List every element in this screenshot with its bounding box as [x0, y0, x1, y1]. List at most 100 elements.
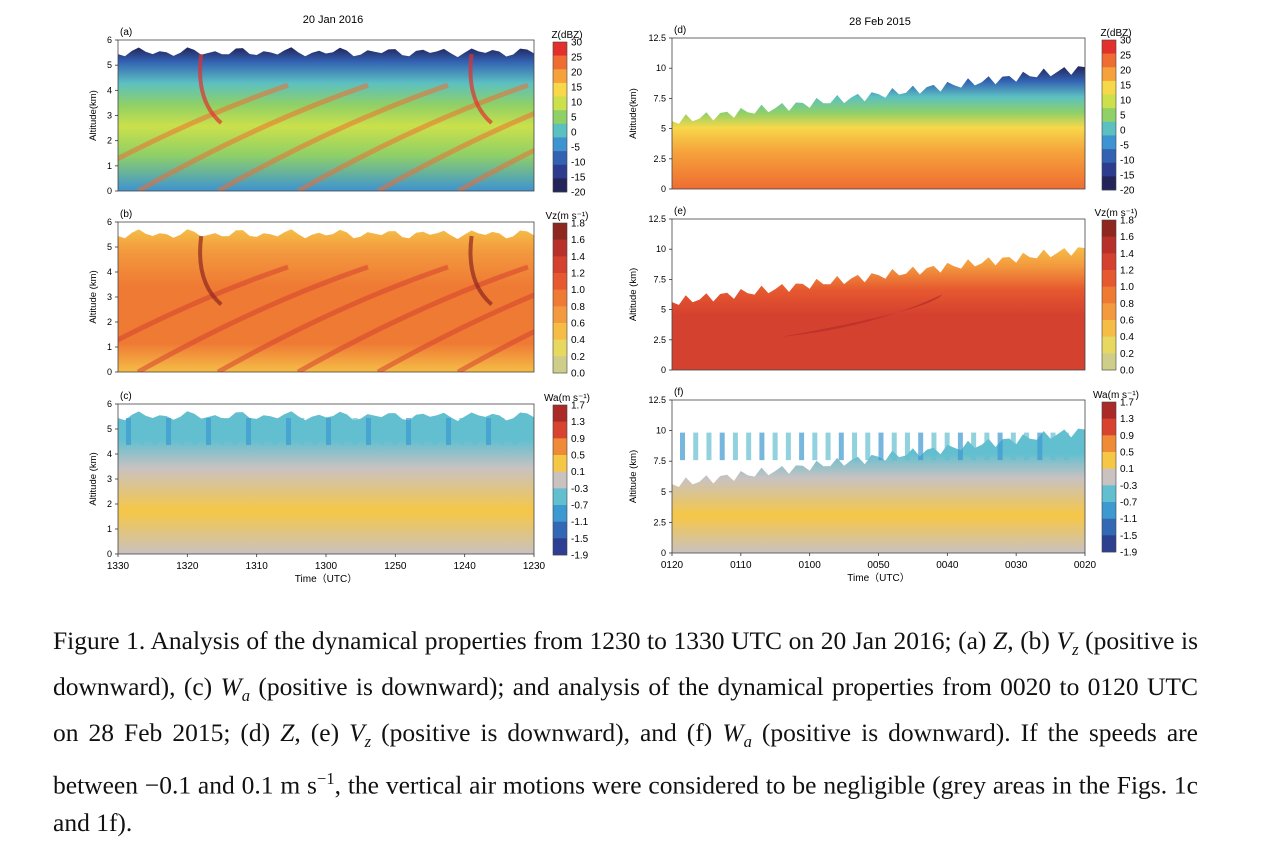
colorbar-label-b: 1.6 — [571, 235, 585, 246]
y-tick-label-c: 2 — [107, 499, 112, 509]
colorbar-swatch-d — [1102, 162, 1116, 177]
colorbar-label-a: -5 — [571, 143, 580, 154]
panel-label-d: (d) — [674, 25, 686, 36]
colorbar-swatch-f — [1102, 485, 1116, 503]
y-tick-label-d: 2.5 — [653, 154, 666, 164]
colorbar-label-a: -10 — [571, 158, 586, 169]
y-tick-label-b: 3 — [107, 292, 112, 302]
colorbar-swatch-d — [1102, 108, 1116, 123]
colorbar-swatch-c — [553, 521, 567, 539]
colorbar-swatch-b — [553, 256, 567, 274]
colorbar-label-e: 0.0 — [1120, 366, 1134, 377]
colorbar-label-e: 1.4 — [1120, 249, 1134, 260]
colorbar-swatch-d — [1102, 149, 1116, 164]
x-tick-label-f: 0100 — [799, 560, 822, 571]
colorbar-label-b: 0.8 — [571, 302, 585, 313]
colorbar-title-a: Z(dBZ) — [551, 30, 582, 41]
colorbar-label-e: 1.6 — [1120, 232, 1134, 243]
panel-d: (d) 0 2.5 5 7.5 10 12.5 Altitude(km) 30 25 20 15 10 5… — [628, 25, 1135, 197]
y-tick-label-f: 10 — [656, 426, 666, 436]
colorbar-swatch-c — [553, 505, 567, 522]
colorbar-label-f: 1.7 — [1120, 398, 1134, 409]
colorbar-swatch-b — [553, 223, 567, 240]
colorbar-label-e: 1.8 — [1120, 216, 1134, 227]
y-axis-label-b: Altitude (km) — [88, 270, 99, 323]
panel-label-e: (e) — [674, 206, 686, 217]
colorbar-label-a: -15 — [571, 173, 586, 184]
colorbar-label-f: 0.9 — [1120, 431, 1134, 442]
y-tick-label-a: 0 — [107, 186, 112, 196]
right-date-title: 28 Feb 2015 — [849, 16, 911, 28]
panel-label-c: (c) — [120, 391, 132, 402]
colorbar-label-b: 0.6 — [571, 319, 585, 330]
colorbar-swatch-f — [1102, 502, 1116, 519]
colorbar-swatch-c — [553, 405, 567, 422]
panel-c: (c) 0 1 2 3 4 5 6 Altitude (km) 1330 1320 1310 1300 1… — [88, 391, 590, 585]
colorbar-label-b: 1.0 — [571, 285, 585, 296]
colorbar-swatch-d — [1102, 94, 1116, 109]
colorbar-label-c: -0.7 — [571, 501, 589, 512]
colorbar-label-f: -0.3 — [1120, 481, 1138, 492]
x-tick-label-f: 0040 — [936, 560, 959, 571]
colorbar-swatch-b — [553, 356, 567, 374]
colorbar-frame-a — [552, 41, 568, 193]
colorbar-swatch-a — [553, 164, 567, 179]
colorbar-label-f: -0.7 — [1120, 498, 1138, 509]
colorbar-title-f: Wa(m s⁻¹) — [1093, 390, 1139, 401]
y-tick-label-e: 12.5 — [648, 214, 666, 224]
y-tick-label-c: 3 — [107, 474, 112, 484]
panel-label-f: (f) — [674, 387, 683, 398]
colorbar-swatch-a — [553, 178, 567, 193]
y-tick-label-c: 5 — [107, 424, 112, 434]
colorbar-label-c: -1.5 — [571, 534, 589, 545]
colorbar-label-d: 0 — [1120, 126, 1126, 137]
colorbar-label-a: 0 — [571, 128, 577, 139]
plot-frame-e — [671, 218, 1086, 371]
colorbar-label-d: 25 — [1120, 51, 1132, 62]
panel-label-a: (a) — [120, 27, 132, 38]
colorbar-swatch-a — [553, 137, 567, 152]
colorbar-label-b: 1.4 — [571, 252, 585, 263]
y-tick-label-d: 5 — [661, 124, 666, 134]
y-tick-label-e: 5 — [661, 305, 666, 315]
colorbar-label-f: -1.1 — [1120, 514, 1138, 525]
panel-e: (e) 0 2.5 5 7.5 10 12.5 Altitude (km) 1.8 1.6 1.4 1… — [628, 206, 1138, 377]
y-tick-label-e: 7.5 — [653, 274, 666, 284]
colorbar-label-a: 15 — [571, 83, 583, 94]
colorbar-frame-e — [1101, 219, 1117, 371]
colorbar-label-d: -10 — [1120, 156, 1135, 167]
colorbar-swatch-d — [1102, 40, 1116, 54]
colorbar-label-e: 0.4 — [1120, 332, 1134, 343]
y-tick-label-b: 6 — [107, 217, 112, 227]
colorbar-label-b: 1.2 — [571, 269, 585, 280]
y-tick-label-e: 0 — [661, 365, 666, 375]
figure-1: 20 Jan 2016 28 Feb 2015 (a) 0 1 2 3 4 5 6 Altitu… — [88, 14, 1139, 585]
colorbar-label-d: 10 — [1120, 96, 1132, 107]
colorbar-swatch-e — [1102, 253, 1116, 271]
colorbar-frame-b — [552, 222, 568, 374]
y-tick-label-a: 6 — [107, 35, 112, 45]
colorbar-label-d: 5 — [1120, 111, 1126, 122]
colorbar-swatch-f — [1102, 468, 1116, 486]
figure-canvas: 20 Jan 2016 28 Feb 2015 (a) 0 1 2 3 4 5 6 Altitu… — [88, 14, 1139, 585]
left-date-title: 20 Jan 2016 — [303, 14, 364, 26]
x-tick-label-f: 0050 — [867, 560, 890, 571]
colorbar-swatch-b — [553, 239, 567, 257]
panel-a: (a) 0 1 2 3 4 5 6 Altitude(km) 30 25 20 15 10 5 0 -5 -10 -… — [88, 27, 586, 199]
colorbar-label-b: 0.4 — [571, 335, 585, 346]
y-tick-label-b: 5 — [107, 242, 112, 252]
x-tick-label-c: 1250 — [384, 561, 407, 572]
y-tick-label-b: 0 — [107, 367, 112, 377]
colorbar-swatch-f — [1102, 402, 1116, 419]
y-tick-label-c: 0 — [107, 549, 112, 559]
y-tick-label-e: 10 — [656, 244, 666, 254]
colorbar-swatch-a — [553, 96, 567, 111]
colorbar-frame-f — [1101, 401, 1117, 553]
colorbar-swatch-f — [1102, 535, 1116, 553]
colorbar-label-f: -1.5 — [1120, 531, 1138, 542]
y-tick-label-a: 5 — [107, 60, 112, 70]
colorbar-swatch-b — [553, 289, 567, 307]
colorbar-swatch-d — [1102, 53, 1116, 68]
y-tick-label-d: 7.5 — [653, 93, 666, 103]
y-tick-label-c: 1 — [107, 524, 112, 534]
